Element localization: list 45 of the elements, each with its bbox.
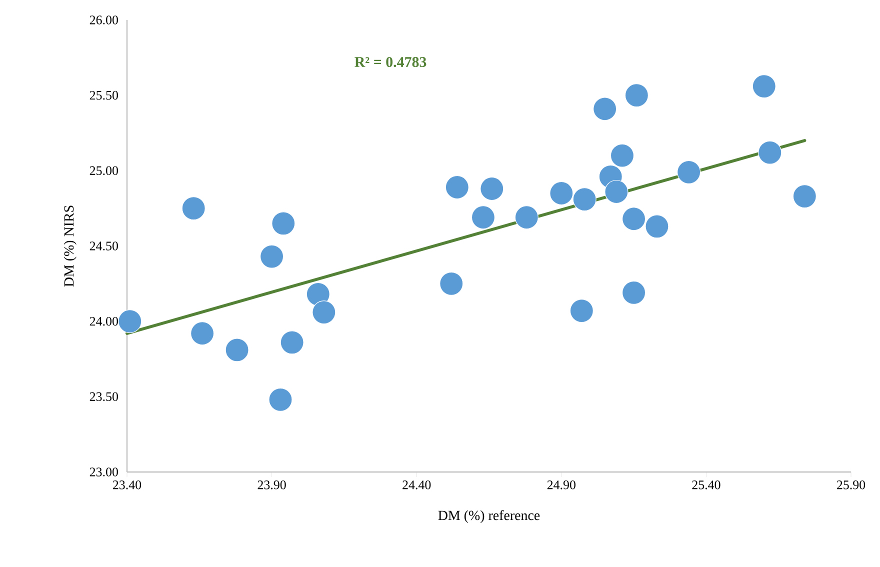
- point: [622, 280, 646, 305]
- y-tick-label: 23.00: [90, 468, 118, 476]
- point: [260, 244, 284, 268]
- point: [118, 310, 142, 334]
- point: [182, 196, 206, 220]
- point: [593, 97, 617, 121]
- x-tick-label: 23.90: [258, 480, 286, 490]
- y-tick-label: 23.50: [90, 392, 118, 402]
- point: [471, 206, 496, 230]
- y-axis-title: DM (%) NIRS: [64, 206, 76, 287]
- y-tick-label: 25.50: [90, 90, 118, 100]
- y-tick-label: 24.00: [90, 316, 118, 326]
- point: [312, 300, 336, 324]
- y-tick-label: 25.00: [90, 166, 118, 176]
- point: [445, 175, 469, 200]
- point: [572, 187, 596, 212]
- point: [645, 214, 669, 238]
- point: [280, 330, 304, 354]
- x-tick-label: 24.40: [402, 480, 431, 490]
- point: [190, 322, 214, 346]
- point: [550, 181, 574, 206]
- x-axis-title: DM (%) reference: [438, 510, 540, 523]
- point: [440, 272, 464, 296]
- point: [792, 184, 816, 208]
- x-tick-label: 23.40: [112, 480, 142, 490]
- y-tick-label: 24.50: [90, 242, 118, 250]
- point: [622, 207, 646, 231]
- y-tick-label: 26.00: [90, 16, 118, 24]
- annotation: R² = 0.4783: [354, 56, 426, 68]
- x-tick-label: 24.90: [547, 480, 576, 490]
- point: [604, 180, 628, 204]
- point: [272, 212, 296, 236]
- x-tick-label: 25.90: [837, 480, 866, 490]
- point: [758, 140, 782, 164]
- point: [268, 388, 292, 412]
- point: [514, 206, 538, 230]
- point: [225, 338, 249, 362]
- point: [624, 84, 648, 108]
- x-tick-label: 25.40: [692, 480, 720, 490]
- point: [480, 176, 504, 201]
- point: [677, 160, 701, 184]
- point: [752, 74, 776, 98]
- point: [570, 298, 594, 323]
- point: [610, 144, 634, 168]
- point: [306, 282, 330, 306]
